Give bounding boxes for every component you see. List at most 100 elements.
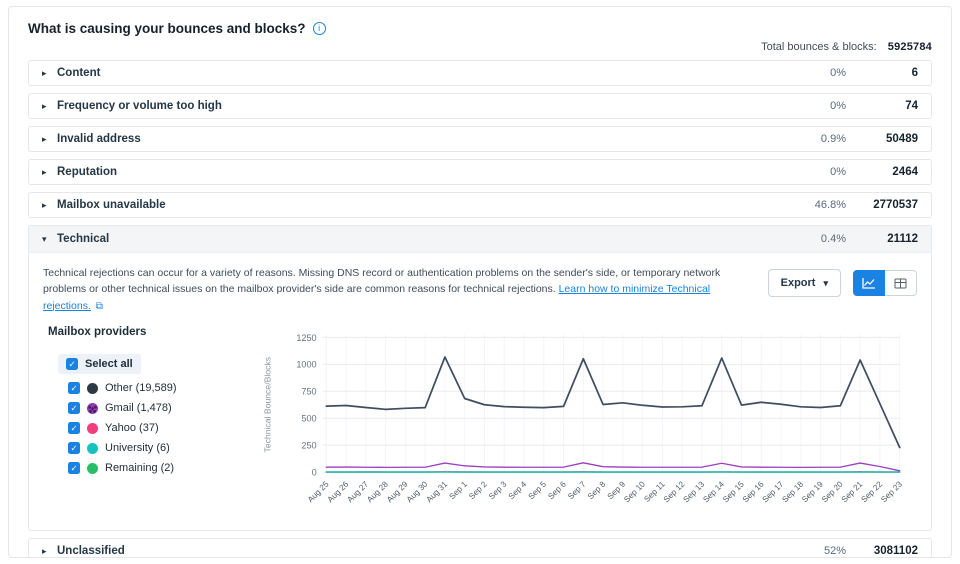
- provider-label: Gmail (1,478): [105, 402, 172, 415]
- provider-row-remaining[interactable]: ✓ Remaining (2): [68, 462, 257, 475]
- section-row-technical[interactable]: ▾ Technical 0.4% 21112: [29, 226, 931, 252]
- svg-text:Sep 1: Sep 1: [448, 479, 470, 501]
- caret-right-icon: ▸: [42, 199, 47, 210]
- section-label: Reputation: [57, 166, 118, 178]
- provider-row-yahoo[interactable]: ✓ Yahoo (37): [68, 422, 257, 435]
- provider-color-dot: [87, 422, 98, 434]
- view-toggle-group: [853, 270, 917, 296]
- checkbox-checked-icon[interactable]: ✓: [68, 382, 80, 395]
- technical-panel: Technical rejections can occur for a var…: [29, 252, 931, 531]
- svg-text:Sep 6: Sep 6: [546, 479, 568, 501]
- svg-text:Sep 3: Sep 3: [487, 479, 509, 501]
- svg-text:1000: 1000: [296, 360, 316, 370]
- total-bounces-value: 5925784: [887, 41, 932, 53]
- technical-controls: Export ▾: [767, 269, 917, 297]
- section-percent: 52%: [823, 545, 846, 558]
- caret-right-icon: ▸: [42, 100, 47, 111]
- provider-row-gmail[interactable]: ✓ Gmail (1,478): [68, 402, 257, 415]
- provider-label: University (6): [105, 442, 170, 455]
- caret-right-icon: ▸: [42, 133, 47, 144]
- section-row-mailbox-unavailable[interactable]: ▸ Mailbox unavailable 46.8% 2770537: [28, 192, 932, 218]
- section-row-reputation[interactable]: ▸ Reputation 0% 2464: [28, 159, 932, 185]
- svg-text:500: 500: [301, 414, 316, 424]
- section-row-content[interactable]: ▸ Content 0% 6: [28, 60, 932, 86]
- provider-label: Remaining (2): [105, 462, 175, 475]
- table-icon: [894, 278, 907, 288]
- section-count: 6: [911, 67, 918, 79]
- export-button[interactable]: Export ▾: [767, 269, 841, 297]
- card-header: What is causing your bounces and blocks?…: [28, 21, 932, 36]
- section-label: Content: [57, 67, 101, 79]
- provider-color-dot: [87, 442, 98, 454]
- caret-right-icon: ▸: [42, 545, 47, 556]
- section-label: Technical: [57, 233, 110, 245]
- section-percent: 0%: [830, 67, 846, 79]
- line-chart-icon: [862, 278, 875, 289]
- mailbox-providers-panel: Mailbox providers ✓ Select all ✓ Other (…: [43, 326, 257, 522]
- select-all-label: Select all: [85, 358, 133, 371]
- svg-text:750: 750: [301, 387, 316, 397]
- technical-description-text: Technical rejections can occur for a var…: [43, 267, 721, 296]
- checkbox-checked-icon[interactable]: ✓: [68, 402, 80, 415]
- section-count: 3081102: [873, 545, 918, 558]
- svg-text:Sep 5: Sep 5: [527, 479, 549, 501]
- section-label: Frequency or volume too high: [57, 100, 222, 112]
- section-percent: 0.9%: [820, 133, 846, 145]
- minimize-rejections-link[interactable]: Learn how to minimize Technical rejectio…: [43, 283, 711, 312]
- section-label: Invalid address: [57, 133, 141, 145]
- svg-text:Sep 2: Sep 2: [467, 479, 489, 501]
- bounce-blocks-card: What is causing your bounces and blocks?…: [8, 6, 952, 558]
- svg-text:1250: 1250: [296, 333, 316, 343]
- caret-down-icon: ▾: [42, 233, 47, 244]
- svg-text:250: 250: [301, 441, 316, 451]
- svg-text:Sep 4: Sep 4: [507, 479, 529, 501]
- section-count: 2464: [892, 166, 918, 178]
- technical-description: Technical rejections can occur for a var…: [43, 265, 740, 314]
- total-bounces-label: Total bounces & blocks:: [761, 41, 877, 53]
- section-percent: 46.8%: [814, 199, 846, 211]
- section-percent: 0%: [830, 100, 846, 112]
- caret-right-icon: ▸: [42, 166, 47, 177]
- provider-color-dot: [87, 462, 98, 474]
- table-view-toggle[interactable]: [885, 270, 917, 296]
- provider-row-other[interactable]: ✓ Other (19,589): [68, 382, 257, 395]
- section-percent: 0.4%: [820, 233, 846, 245]
- section-percent: 0%: [830, 166, 846, 178]
- checkbox-checked-icon[interactable]: ✓: [68, 442, 80, 455]
- external-link-icon: ⧉: [95, 300, 103, 312]
- info-icon[interactable]: i: [312, 22, 326, 35]
- checkbox-checked-icon[interactable]: ✓: [68, 422, 80, 435]
- svg-text:0: 0: [312, 468, 317, 478]
- svg-text:Aug 31: Aug 31: [425, 479, 450, 504]
- svg-text:Sep 23: Sep 23: [879, 479, 904, 504]
- mailbox-providers-title: Mailbox providers: [48, 326, 147, 339]
- section-count: 74: [905, 100, 918, 112]
- svg-text:Sep 8: Sep 8: [586, 479, 608, 501]
- caret-right-icon: ▸: [42, 67, 47, 78]
- chevron-down-icon: ▾: [823, 277, 828, 288]
- chart-view-toggle[interactable]: [853, 270, 885, 296]
- section-count: 2770537: [873, 199, 918, 211]
- provider-label: Other (19,589): [105, 382, 177, 395]
- section-count: 21112: [887, 233, 918, 245]
- total-bounces-row: Total bounces & blocks: 5925784: [28, 41, 932, 53]
- select-all-row[interactable]: ✓ Select all: [58, 354, 141, 375]
- provider-row-university[interactable]: ✓ University (6): [68, 442, 257, 455]
- provider-color-dot: [87, 382, 98, 394]
- provider-label: Yahoo (37): [105, 422, 159, 435]
- page-title: What is causing your bounces and blocks?: [28, 21, 306, 36]
- section-row-unclassified[interactable]: ▸ Unclassified 52% 3081102: [28, 538, 932, 558]
- checkbox-checked-icon[interactable]: ✓: [68, 462, 80, 475]
- section-label: Mailbox unavailable: [57, 199, 166, 211]
- provider-color-dot: [87, 402, 98, 414]
- section-row-invalid-address[interactable]: ▸ Invalid address 0.9% 50489: [28, 126, 932, 152]
- section-technical-expanded: ▾ Technical 0.4% 21112 Technical rejecti…: [28, 225, 932, 532]
- section-count: 50489: [886, 133, 918, 145]
- section-row-frequency[interactable]: ▸ Frequency or volume too high 0% 74: [28, 93, 932, 119]
- svg-text:Sep 7: Sep 7: [566, 479, 588, 501]
- svg-text:Sep 10: Sep 10: [622, 479, 647, 504]
- section-label: Unclassified: [57, 545, 125, 558]
- export-label: Export: [780, 277, 816, 289]
- checkbox-checked-icon[interactable]: ✓: [66, 358, 78, 371]
